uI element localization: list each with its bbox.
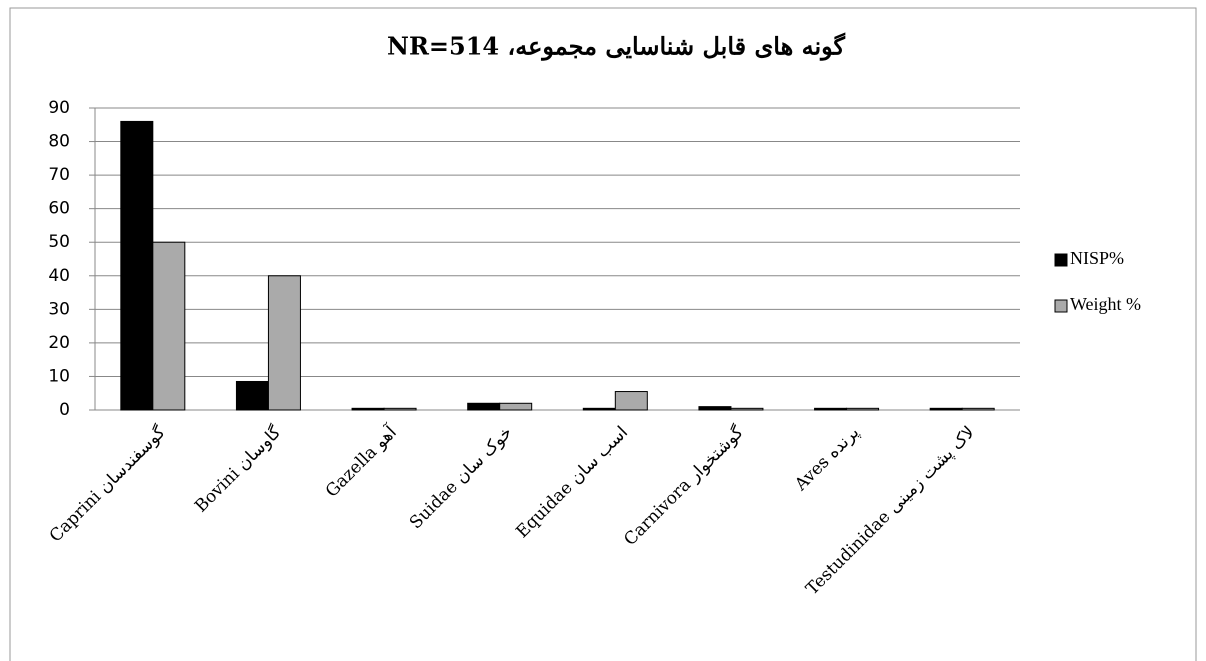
x-tick-label: Suidae خوک سان xyxy=(406,423,517,534)
bar xyxy=(730,407,764,411)
x-tick-label: Caprini گوسفندسان xyxy=(45,421,170,546)
x-tick-label: Bovini گاوسان xyxy=(190,421,285,516)
x-tick-label: Gazella آهو xyxy=(320,420,401,501)
bar xyxy=(846,407,880,411)
bar xyxy=(929,407,963,411)
y-tick-label: 40 xyxy=(48,266,70,286)
bar xyxy=(698,406,732,411)
legend-swatch xyxy=(1054,299,1068,313)
chart-title: گونه های قابل شناسایی مجموعه، NR=514 xyxy=(387,32,846,62)
legend-swatch xyxy=(1054,253,1068,267)
y-tick-label: 10 xyxy=(48,366,70,386)
y-tick-label: 30 xyxy=(48,299,70,319)
y-tick-label: 60 xyxy=(48,199,70,219)
bar xyxy=(383,407,417,411)
bar xyxy=(235,380,269,411)
x-tick-label: Aves پرنده xyxy=(790,422,863,495)
legend-label: NISP% xyxy=(1070,248,1124,268)
bar xyxy=(351,407,385,411)
chart-border xyxy=(9,7,1197,661)
bar xyxy=(152,241,186,411)
bar xyxy=(961,407,995,411)
bar xyxy=(267,275,301,411)
legend-label: Weight % xyxy=(1070,294,1141,314)
x-tick-label: Carnivora گوشتخوار xyxy=(620,421,749,550)
y-tick-label: 20 xyxy=(48,333,70,353)
bar xyxy=(582,407,616,411)
y-tick-label: 0 xyxy=(59,400,70,420)
y-tick-label: 50 xyxy=(48,232,70,252)
y-tick-label: 90 xyxy=(48,98,70,118)
bar xyxy=(120,120,154,411)
bar xyxy=(467,402,501,411)
bar xyxy=(499,402,533,411)
bar xyxy=(614,391,648,411)
y-tick-label: 80 xyxy=(48,132,70,152)
y-tick-label: 70 xyxy=(48,165,70,185)
bar xyxy=(814,407,848,411)
x-tick-label: Equidae اسب سان xyxy=(512,423,632,543)
